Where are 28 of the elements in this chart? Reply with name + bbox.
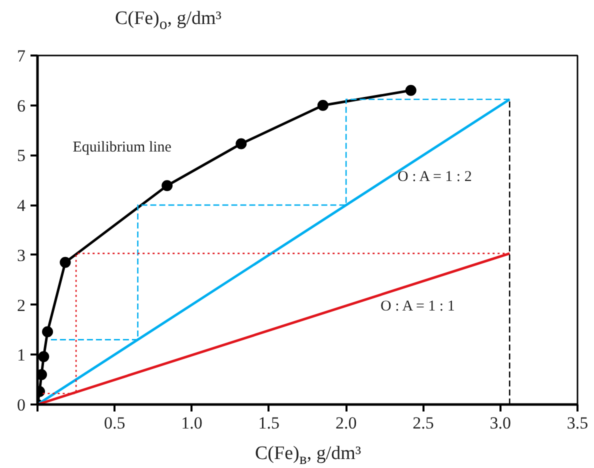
point [60, 256, 71, 268]
point [236, 138, 247, 150]
point [162, 180, 173, 192]
y-tick-label: 6 [17, 96, 26, 116]
x-tick-label: 3.5 [566, 414, 588, 432]
point [38, 351, 50, 362]
x-tick-label: 1.5 [258, 414, 280, 432]
point [317, 100, 328, 111]
x-tick-label: 0.5 [104, 414, 126, 432]
point [38, 369, 48, 380]
y-tick-label: 3 [17, 246, 26, 265]
annotation: O : A = 1 : 1 [380, 298, 455, 315]
y-tick-label: 5 [17, 146, 26, 166]
y-tick-label: 0 [17, 396, 26, 414]
point [405, 84, 416, 96]
y-axis-title: C(Fe)$_{o}$, g/dm³ [115, 8, 222, 33]
x-tick-label: 2.0 [335, 414, 357, 432]
x-tick-label: 2.5 [412, 414, 434, 432]
y-tick-label: 2 [17, 296, 26, 315]
x-tick-label: 3.0 [490, 414, 511, 432]
y-tick-label: 4 [17, 196, 26, 216]
point [42, 326, 54, 338]
y-tick-label: 7 [17, 46, 26, 66]
x-axis-title: C(Fe)$_{в}$, g/dm³ [255, 443, 362, 468]
y-tick-label: 1 [17, 346, 26, 365]
annotation: O : A = 1 : 2 [398, 169, 472, 186]
annotation: Equilibrium line [72, 140, 172, 156]
x-tick-label: 1.0 [181, 414, 202, 432]
